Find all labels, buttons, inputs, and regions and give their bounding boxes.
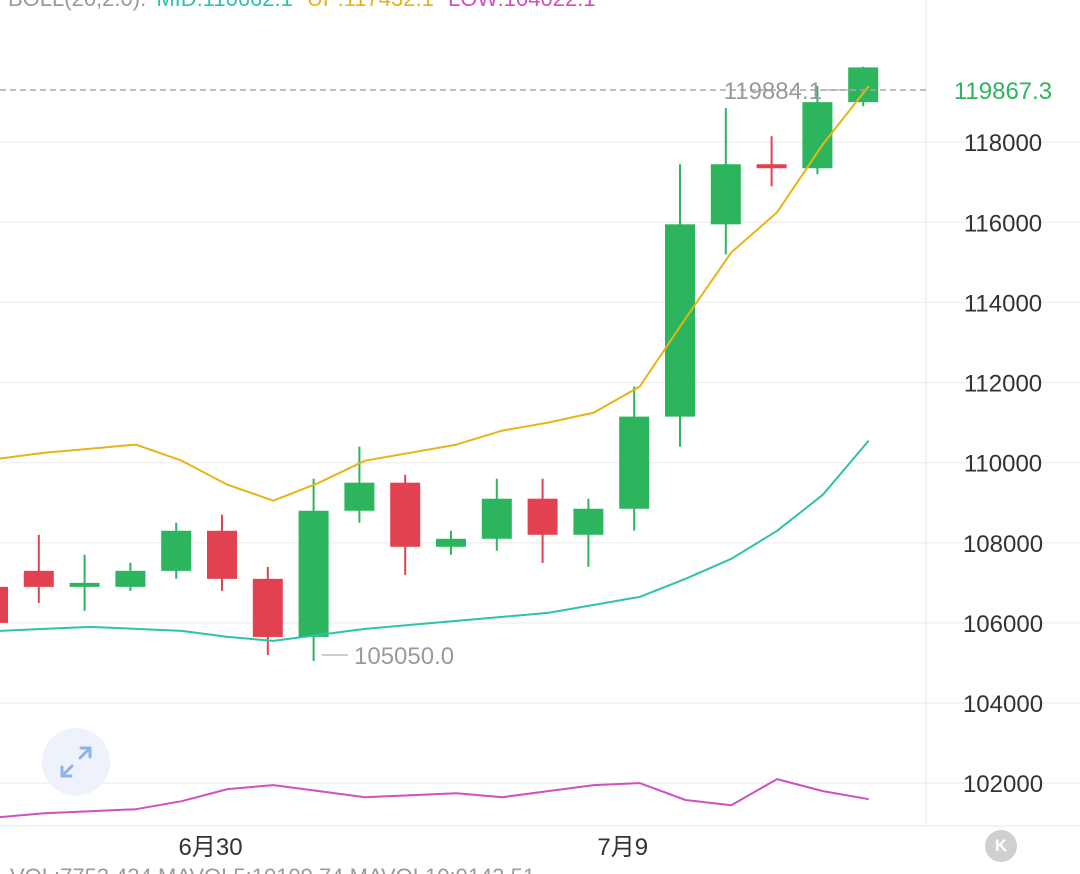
grid-lines: [0, 141, 1080, 784]
candle-body: [69, 582, 100, 587]
candle-body: [527, 498, 558, 535]
candle-up: [298, 478, 329, 661]
boll-mid-value: MID:110662.1: [156, 0, 293, 11]
price-tick-label: 112000: [964, 371, 1042, 398]
high-price-marker: 119884.1: [724, 78, 822, 105]
current-price-box: [928, 75, 1080, 107]
candle-body: [848, 67, 879, 103]
candle-body: [390, 482, 421, 547]
low-price-marker: 105050.0: [354, 643, 454, 670]
current-price-label: 119867.3: [954, 78, 1052, 105]
price-tick-label: 102000: [963, 771, 1043, 798]
boll-low-value: LOW:104022.1: [448, 0, 596, 11]
candle-body: [115, 570, 146, 587]
candle-up: [619, 386, 650, 531]
candle-body: [0, 586, 8, 623]
candle-body: [436, 538, 466, 547]
volume-indicator-row: VOL:7753.434 MAVOL5:10199.74 MAVOL10:914…: [10, 864, 535, 874]
candle-up: [848, 66, 879, 107]
boll-mid-line: [0, 439, 870, 642]
price-tick-label: 110000: [964, 451, 1042, 478]
candle-body: [207, 530, 237, 579]
candle-up: [161, 522, 192, 579]
candle-down: [207, 514, 237, 591]
candle-down: [23, 534, 54, 603]
candle-up: [710, 108, 741, 255]
k-line-toggle-button[interactable]: K: [985, 830, 1017, 862]
price-tick-label: 104000: [963, 691, 1043, 718]
candle-body: [802, 102, 833, 169]
candle-body: [710, 164, 741, 225]
candles: [0, 66, 879, 661]
candle-body: [252, 578, 283, 637]
candle-body: [161, 530, 192, 571]
price-tick-label: 106000: [963, 611, 1043, 638]
candle-body: [756, 164, 787, 169]
price-tick-label: 108000: [963, 531, 1043, 558]
boll-params: BOLL(20,2.0):: [8, 0, 146, 11]
candle-up: [69, 554, 100, 611]
candle-body: [481, 498, 512, 539]
candle-up: [436, 530, 466, 555]
candle-up: [115, 562, 146, 591]
date-tick-label: 7月9: [597, 834, 648, 861]
candle-up: [344, 446, 375, 523]
candle-down: [252, 566, 283, 655]
price-axis: 102000 104000 106000 108000 110000 112000 1140…: [963, 130, 1043, 798]
boll-lines: [0, 85, 870, 819]
price-tick-label: 118000: [964, 130, 1042, 157]
candle-down: [756, 136, 787, 187]
boll-up-value: UP:117432.1: [307, 0, 434, 11]
boll-up-line: [0, 85, 870, 502]
expand-chart-button[interactable]: [42, 728, 110, 796]
candle-up: [665, 164, 695, 447]
candle-body: [665, 224, 695, 417]
expand-arrows-icon: [60, 746, 92, 778]
price-tick-label: 116000: [964, 210, 1042, 237]
candle-down: [527, 478, 558, 563]
candle-down: [0, 586, 8, 623]
time-axis: 6月30 7月9: [179, 834, 649, 861]
candle-body: [573, 508, 604, 535]
candle-up: [481, 478, 512, 551]
price-tick-label: 114000: [964, 290, 1042, 317]
candle-body: [344, 482, 375, 511]
boll-low-line: [0, 778, 869, 819]
candle-body: [23, 570, 54, 587]
candle-body: [619, 416, 650, 509]
k-button-label: K: [994, 836, 1008, 855]
candle-body: [298, 510, 329, 637]
candle-up: [573, 498, 604, 567]
boll-header: BOLL(20,2.0): MID:110662.1 UP:117432.1 L…: [8, 0, 596, 11]
date-tick-label: 6月30: [179, 834, 243, 861]
candle-up: [802, 86, 833, 175]
candle-down: [390, 474, 421, 575]
